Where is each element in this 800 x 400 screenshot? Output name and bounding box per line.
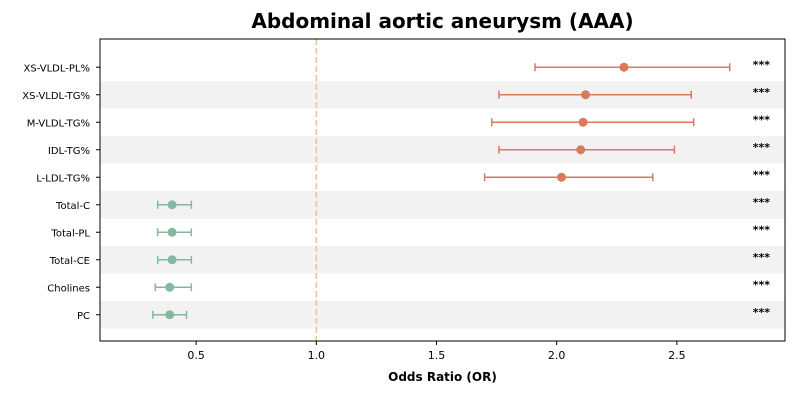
row-band	[100, 136, 785, 164]
y-tick-label: M-VLDL-TG%	[27, 118, 90, 129]
plot-frame	[99, 38, 786, 342]
x-tick-label: 1.0	[308, 349, 326, 362]
significance-label: ***	[753, 306, 771, 319]
row-band	[100, 301, 785, 329]
or-point	[619, 62, 629, 72]
x-tick-label: 2.5	[668, 349, 686, 362]
significance-label: ***	[753, 223, 771, 236]
or-point	[167, 255, 177, 265]
y-tick-label: L-LDL-TG%	[36, 173, 90, 184]
row-band	[100, 191, 785, 219]
significance-label: ***	[753, 168, 771, 181]
y-tick-label: XS-VLDL-PL%	[24, 63, 90, 74]
significance-markers: *** *** *** *** *** *** *** *** *** ***	[753, 58, 771, 319]
x-axis-ticks: 0.5 1.0 1.5 2.0 2.5	[187, 341, 686, 362]
or-point	[165, 282, 175, 292]
row-band	[100, 246, 785, 274]
x-tick-label: 0.5	[187, 349, 205, 362]
y-tick-label: Total-C	[55, 201, 90, 212]
y-tick-label: Cholines	[47, 283, 90, 294]
or-point	[167, 200, 177, 210]
y-tick-label: XS-VLDL-TG%	[22, 91, 90, 102]
y-axis-labels: XS-VLDL-PL% XS-VLDL-TG% M-VLDL-TG% IDL-TG% L…	[22, 63, 100, 322]
significance-label: ***	[753, 251, 771, 264]
significance-label: ***	[753, 278, 771, 291]
or-point	[578, 117, 588, 127]
odds-ratio-points	[165, 62, 629, 320]
x-tick-label: 1.5	[428, 349, 446, 362]
chart-title: Abdominal aortic aneurysm (AAA)	[251, 9, 634, 33]
x-tick-label: 2.0	[548, 349, 566, 362]
y-tick-label: Total-PL	[50, 228, 90, 239]
x-axis-label: Odds Ratio (OR)	[388, 370, 497, 384]
significance-label: ***	[753, 141, 771, 154]
or-point	[581, 90, 591, 100]
significance-label: ***	[753, 113, 771, 126]
y-tick-label: PC	[77, 311, 90, 322]
significance-label: ***	[753, 58, 771, 71]
or-point	[556, 172, 566, 182]
significance-label: ***	[753, 196, 771, 209]
or-point	[167, 227, 177, 237]
or-point	[576, 145, 586, 155]
or-point	[165, 310, 175, 320]
y-tick-label: Total-CE	[49, 256, 90, 267]
significance-label: ***	[753, 86, 771, 99]
confidence-intervals	[152, 63, 731, 319]
row-bands	[100, 81, 785, 329]
y-tick-label: IDL-TG%	[48, 146, 90, 157]
